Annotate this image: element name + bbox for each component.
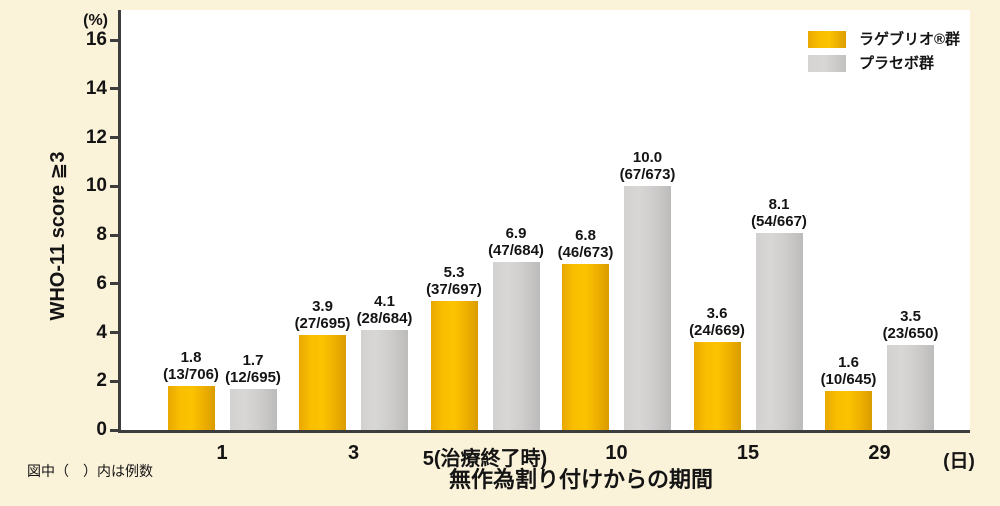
bar-placebo-day3 — [361, 330, 408, 430]
bar-count: (13/706) — [163, 366, 219, 384]
y-tick-label: 8 — [96, 224, 107, 245]
x-tick-label-day15: 15 — [736, 442, 760, 464]
y-tick-label: 6 — [96, 272, 107, 294]
bar-value-label: 3.6 (24/669) — [652, 305, 782, 339]
bar-value-label: 4.1 (28/684) — [320, 293, 450, 327]
bar-value-label: 1.6 (10/645) — [784, 354, 914, 388]
bar-value-label: 6.8 (46/673) — [521, 227, 651, 261]
bar-lagevrio-day1 — [167, 386, 215, 430]
legend: ラゲブリオ®群 プラセボ群 — [808, 31, 960, 79]
x-tick-label-day5(治療終了時): 5(治療終了時) — [422, 448, 548, 470]
bar-lagevrio-day10 — [562, 264, 609, 430]
y-tick-label: 16 — [85, 29, 107, 50]
bar-placebo-day1 — [229, 388, 277, 430]
bar-percent: 1.8 — [180, 349, 202, 367]
bar-count: (23/650) — [882, 324, 939, 342]
bar-lagevrio-day3 — [299, 334, 346, 430]
bar-count: (46/673) — [557, 244, 614, 262]
bar-value-label: 1.8 (13/706) — [126, 349, 256, 383]
bar-placebo-day29 — [887, 344, 934, 430]
bar-placebo-day5(治療終了時) — [492, 261, 540, 430]
bar-value-label: 3.9 (27/695) — [258, 298, 388, 332]
y-tick — [110, 87, 118, 91]
bar-lagevrio-day15 — [693, 342, 741, 430]
bar-percent: 4.1 — [374, 293, 395, 311]
legend-label-placebo: プラセボ群 — [859, 55, 935, 72]
x-tick-label-day10: 10 — [605, 442, 628, 464]
bar-value-label: 5.3 (37/697) — [389, 264, 519, 298]
legend-item-placebo: プラセボ群 — [808, 55, 960, 72]
y-tick-label: 0 — [96, 419, 107, 440]
bar-count: (47/684) — [488, 241, 544, 259]
plot-area: 16 14 12 10 8 6 4 2 0 1.8 (13/706) 3.9 (27/695) 5.3 (3… — [86, 10, 970, 440]
bar-percent: 10.0 — [632, 149, 663, 167]
y-tick — [110, 136, 118, 139]
bar-percent: 3.6 — [706, 305, 728, 323]
bar-placebo-day10 — [624, 186, 671, 430]
bar-count: (12/695) — [225, 368, 281, 386]
bar-count: (24/669) — [689, 322, 745, 340]
x-tick-label-day1: 1 — [216, 442, 228, 464]
bar-count: (54/667) — [751, 212, 807, 230]
y-tick — [110, 331, 118, 334]
bar-lagevrio-day5(治療終了時) — [430, 300, 478, 430]
bar-value-label: 3.5 (23/650) — [846, 308, 976, 342]
bar-count: (67/673) — [619, 166, 676, 184]
y-tick-label: 14 — [85, 77, 107, 99]
y-tick — [110, 428, 118, 432]
bar-percent: 3.5 — [900, 307, 921, 325]
bar-value-label: 1.7 (12/695) — [188, 352, 318, 386]
legend-swatch-yellow — [808, 31, 846, 48]
bar-percent: 8.1 — [768, 195, 790, 213]
bar-value-label: 8.1 (54/667) — [714, 196, 844, 230]
bar-count: (37/697) — [426, 280, 482, 298]
x-axis-title: 無作為割り付けからの期間 — [448, 467, 713, 492]
bar-count: (10/645) — [820, 371, 877, 388]
bar-percent: 6.8 — [575, 227, 596, 245]
legend-label-lagevrio: ラゲブリオ®群 — [859, 31, 961, 48]
y-tick — [110, 379, 118, 383]
bar-percent: 1.7 — [242, 351, 264, 369]
bar-lagevrio-day29 — [825, 391, 872, 430]
y-tick — [110, 184, 118, 188]
bar-count: (27/695) — [294, 314, 351, 332]
x-tick-label-day29: 29 — [868, 442, 891, 464]
y-tick-label: 2 — [96, 370, 107, 392]
bar-value-label: 10.0 (67/673) — [583, 149, 713, 183]
legend-swatch-gray — [808, 55, 846, 72]
x-axis-unit-label: (日) — [943, 451, 975, 472]
y-tick-label: 12 — [85, 126, 107, 148]
footnote: 図中（ ）内は例数 — [27, 463, 153, 479]
y-tick — [110, 233, 118, 237]
y-tick-label: 4 — [96, 321, 107, 343]
y-tick — [110, 38, 118, 42]
legend-item-lagevrio: ラゲブリオ®群 — [808, 31, 960, 48]
y-tick — [110, 282, 118, 286]
bar-percent: 5.3 — [443, 263, 465, 281]
bar-placebo-day15 — [755, 232, 803, 430]
y-axis-unit-label: (%) — [83, 12, 108, 29]
bar-count: (28/684) — [356, 310, 413, 328]
x-tick-label-day3: 3 — [347, 442, 360, 464]
bar-percent: 6.9 — [505, 224, 527, 242]
bar-value-label: 6.9 (47/684) — [451, 225, 581, 259]
bar-percent: 1.6 — [838, 354, 859, 371]
bar-percent: 3.9 — [312, 297, 333, 315]
y-tick-label: 10 — [85, 175, 107, 197]
